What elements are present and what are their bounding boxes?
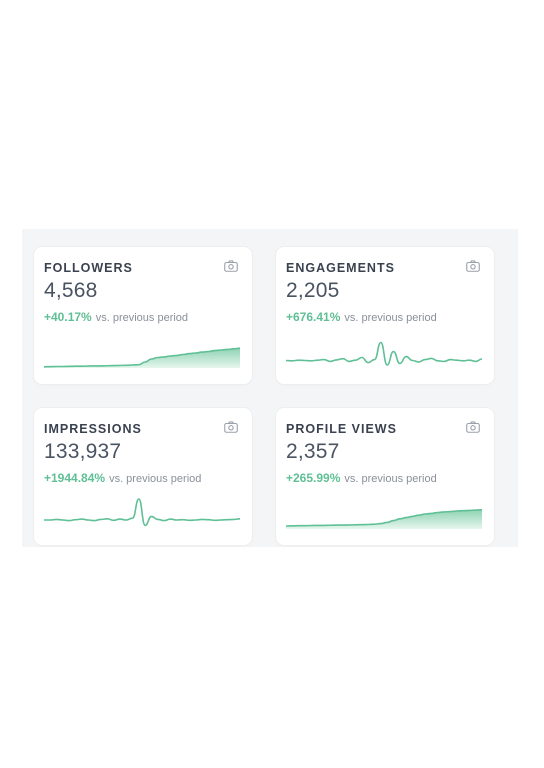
camera-icon[interactable] [466,260,480,272]
sparkline-line [44,498,241,527]
change-percent: +676.41% [286,310,341,324]
followers-card[interactable]: FOLLOWERS 4,568 +40.17% vs. previous peri… [34,247,252,384]
change-suffix: vs. previous period [344,312,437,324]
card-value: 2,357 [286,440,340,463]
sparkline-line [285,509,483,527]
camera-icon[interactable] [224,421,238,433]
card-title: PROFILE VIEWS [286,422,397,436]
card-change: +1944.84% vs. previous period [44,471,201,485]
card-value: 133,937 [44,440,122,463]
card-value: 2,205 [286,279,340,302]
card-title: FOLLOWERS [44,261,133,275]
card-title: ENGAGEMENTS [286,261,395,275]
card-change: +265.99% vs. previous period [286,471,437,485]
sparkline-line [43,347,241,368]
impressions-card[interactable]: IMPRESSIONS 133,937 +1944.84% vs. previou… [34,408,252,545]
sparkline-area [44,348,240,368]
card-change: +676.41% vs. previous period [286,310,437,324]
card-title: IMPRESSIONS [44,422,142,436]
profile-views-sparkline [285,509,483,529]
change-suffix: vs. previous period [344,473,437,485]
engagements-card[interactable]: ENGAGEMENTS 2,205 +676.41% vs. previous p… [276,247,494,384]
change-percent: +265.99% [286,471,341,485]
sparkline-line [285,341,483,366]
engagements-sparkline [285,341,483,366]
card-value: 4,568 [44,279,98,302]
camera-icon[interactable] [224,260,238,272]
change-percent: +1944.84% [44,471,106,485]
sparkline-area [286,509,482,529]
card-change: +40.17% vs. previous period [44,310,188,324]
change-suffix: vs. previous period [109,473,202,485]
profile-views-card[interactable]: PROFILE VIEWS 2,357 +265.99% vs. previous… [276,408,494,545]
followers-sparkline [43,347,241,368]
metrics-panel: FOLLOWERS 4,568 +40.17% vs. previous peri… [22,229,518,547]
change-percent: +40.17% [44,310,92,324]
change-suffix: vs. previous period [95,312,189,324]
impressions-sparkline [44,498,241,527]
camera-icon[interactable] [466,421,480,433]
